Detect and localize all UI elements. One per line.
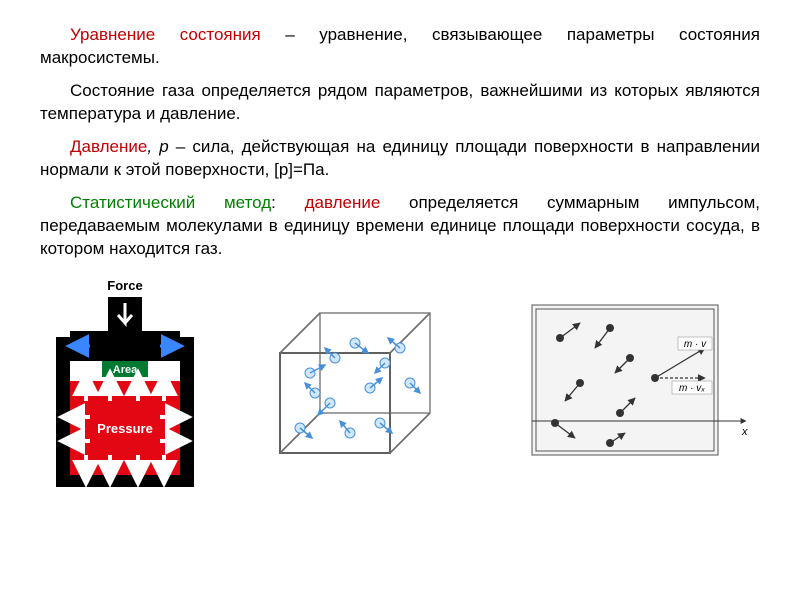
term-equation-of-state: Уравнение состояния	[70, 25, 261, 44]
figure-piston: Force Area	[50, 278, 200, 487]
pressure-symbol: , p	[147, 137, 168, 156]
term-pressure: Давление	[70, 137, 147, 156]
term-statistical-method: Статистический метод	[70, 193, 271, 212]
sep: :	[271, 193, 304, 212]
para-gas-state: Состояние газа определяется рядом параме…	[40, 80, 760, 126]
figures-row: Force Area	[40, 278, 760, 487]
label-pressure-svg: Pressure	[97, 421, 153, 436]
para-statistical-method: Статистический метод: давление определяе…	[40, 192, 760, 261]
label-mvx: m · vₓ	[679, 383, 705, 394]
para-equation-of-state: Уравнение состояния – уравнение, связыва…	[40, 24, 760, 70]
figure-cube	[260, 293, 460, 473]
box2d-diagram: x m · v m · vₓ	[520, 293, 750, 473]
term-pressure-inline: давление	[305, 193, 381, 212]
label-mv: m · v	[684, 339, 707, 350]
cube-diagram	[260, 293, 460, 473]
piston-diagram: Area Pressure	[50, 297, 200, 487]
figure-2d-box: x m · v m · vₓ	[520, 293, 750, 473]
label-area-svg: Area	[113, 364, 138, 376]
x-axis-label: x	[741, 426, 748, 438]
label-force: Force	[50, 278, 200, 293]
para-pressure-def: Давление, p – сила, действующая на едини…	[40, 136, 760, 182]
